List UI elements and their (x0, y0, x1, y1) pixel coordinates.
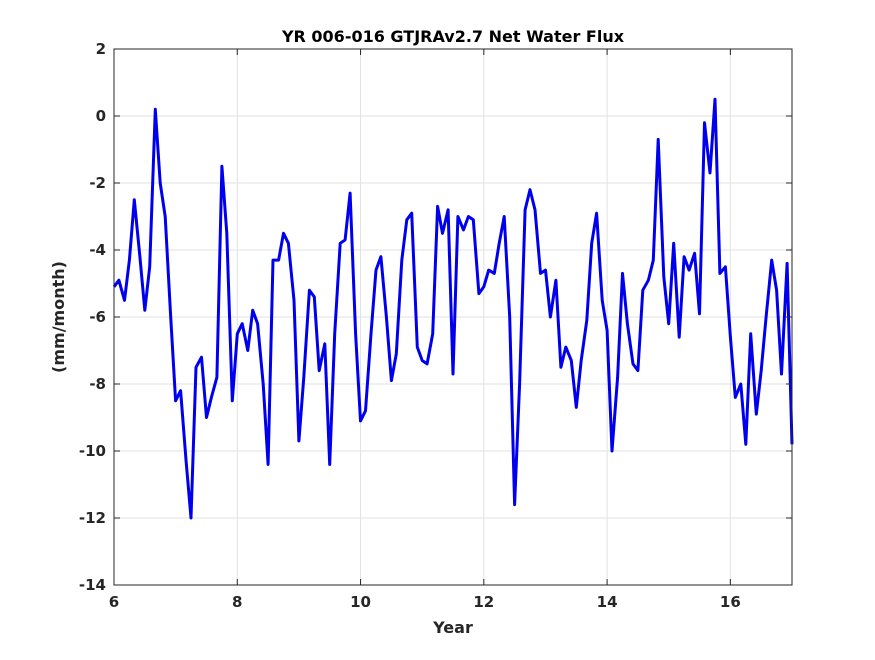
y-tick-label: -14 (79, 576, 106, 594)
x-tick-label: 14 (597, 593, 618, 611)
y-tick-label: -4 (89, 241, 106, 259)
x-tick-label: 16 (720, 593, 741, 611)
y-tick-label: -8 (89, 375, 106, 393)
x-tick-label: 10 (350, 593, 371, 611)
axis-ticks: 6 8 10 12 14 16 -14 -12 -10 -8 -6 -4 -2 0 2 (79, 40, 792, 611)
x-tick-label: 8 (232, 593, 242, 611)
y-tick-label: 0 (96, 107, 106, 125)
series-line-0 (112, 97, 794, 520)
grid-lines (113, 48, 792, 586)
chart-title: YR 006-016 GTJRAv2.7 Net Water Flux (281, 27, 625, 46)
y-tick-label: -10 (79, 442, 106, 460)
y-tick-label: -12 (79, 509, 106, 527)
x-axis-label: Year (432, 618, 473, 637)
y-axis-label: (mm/month) (49, 261, 68, 373)
x-tick-label: 12 (473, 593, 494, 611)
x-tick-label: 6 (109, 593, 119, 611)
y-tick-label: -6 (89, 308, 106, 326)
series-layer (112, 97, 794, 520)
y-tick-label: -2 (89, 174, 106, 192)
y-tick-label: 2 (96, 40, 106, 58)
